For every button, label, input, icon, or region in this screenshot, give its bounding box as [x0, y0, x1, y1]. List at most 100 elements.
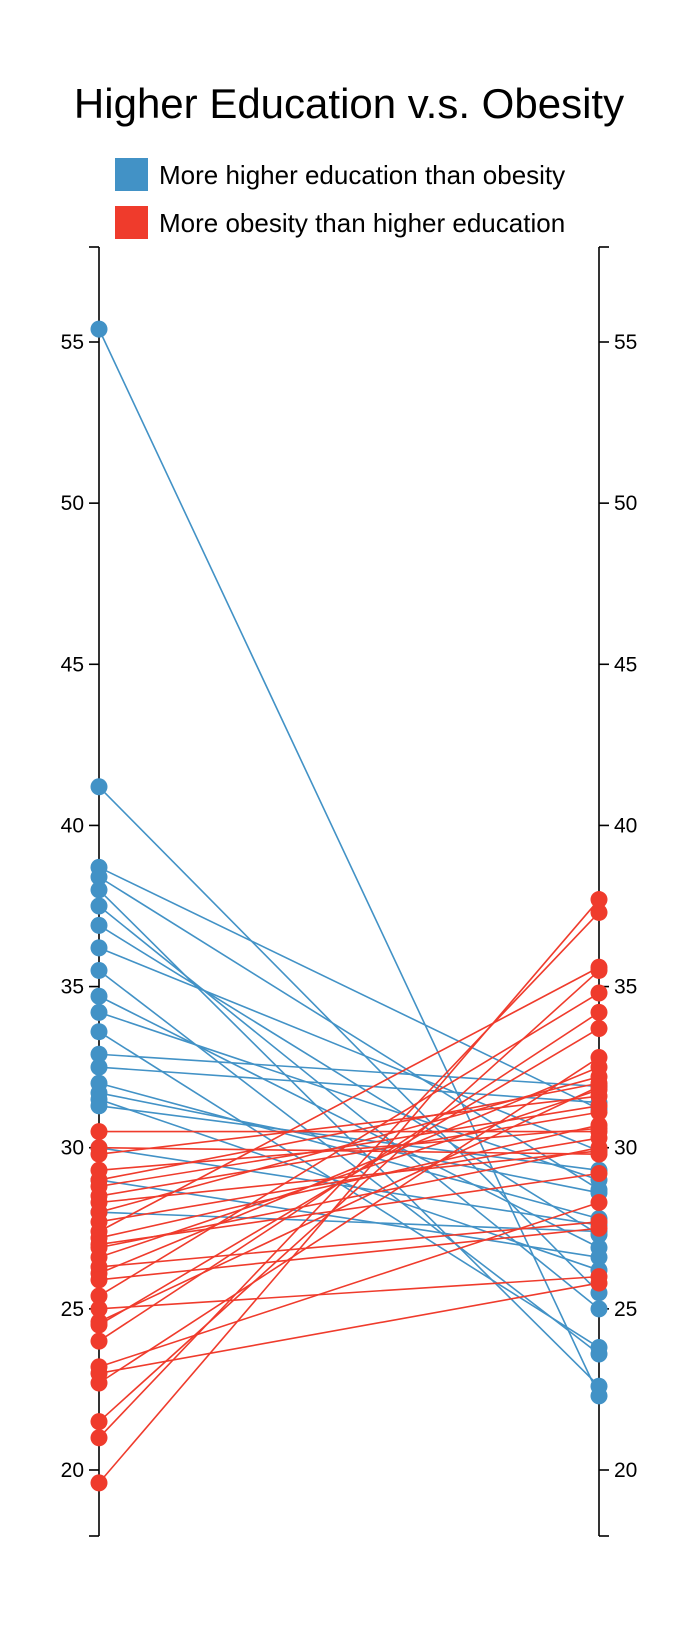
- slope-line-higher-education: [98, 947, 600, 1152]
- slope-line-obesity: [98, 1124, 600, 1239]
- slope-line-higher-education: [98, 328, 600, 1397]
- left-point-obesity: [90, 1474, 108, 1492]
- left-point-higher-education: [90, 939, 108, 957]
- slope-line-higher-education: [98, 1179, 600, 1259]
- legend-swatch-blue: [115, 158, 148, 191]
- right-point-obesity: [590, 903, 608, 921]
- right-point-obesity: [590, 1139, 608, 1157]
- slope-line-obesity: [98, 1282, 600, 1375]
- left-tick-label: 55: [61, 331, 84, 354]
- slope-line-obesity: [98, 966, 600, 1233]
- right-point-higher-education: [590, 1248, 608, 1266]
- left-tick-label: 35: [61, 976, 84, 999]
- right-point-obesity: [590, 1003, 608, 1021]
- right-point-higher-education: [590, 1339, 608, 1357]
- right-point-obesity: [590, 1219, 608, 1237]
- right-tick-label: 40: [614, 814, 637, 837]
- slope-line-obesity: [98, 899, 600, 1484]
- slope-points: [90, 320, 608, 1492]
- left-point-obesity: [90, 1413, 108, 1431]
- slope-line-obesity: [98, 1137, 600, 1223]
- left-point-higher-education: [90, 320, 108, 338]
- right-point-obesity: [590, 961, 608, 979]
- slope-line-higher-education: [98, 924, 600, 1236]
- legend-label-obesity: More obesity than higher education: [159, 208, 565, 238]
- right-point-obesity: [590, 1103, 608, 1121]
- left-tick-label: 40: [61, 814, 84, 837]
- right-tick-label: 35: [614, 976, 637, 999]
- left-point-higher-education: [90, 881, 108, 899]
- left-point-higher-education: [90, 778, 108, 796]
- right-point-higher-education: [590, 1300, 608, 1318]
- left-point-obesity: [90, 1374, 108, 1392]
- left-point-obesity: [90, 1145, 108, 1163]
- left-point-higher-education: [90, 916, 108, 934]
- right-point-obesity: [590, 891, 608, 909]
- right-point-obesity: [590, 1194, 608, 1212]
- right-tick-label: 25: [614, 1298, 637, 1321]
- left-point-obesity: [90, 1271, 108, 1289]
- slope-line-higher-education: [98, 1211, 600, 1233]
- slope-line-higher-education: [98, 1092, 600, 1194]
- slope-line-higher-education: [98, 1066, 600, 1104]
- slope-line-obesity: [98, 1146, 600, 1155]
- left-point-higher-education: [90, 1058, 108, 1076]
- left-point-obesity: [90, 1235, 108, 1253]
- right-tick-label: 20: [614, 1459, 637, 1482]
- left-point-obesity: [90, 1187, 108, 1205]
- left-tick-label: 45: [61, 653, 84, 676]
- slope-line-higher-education: [98, 995, 600, 1249]
- slope-line-higher-education: [98, 1053, 600, 1088]
- left-point-higher-education: [90, 897, 108, 915]
- left-tick-label: 30: [61, 1137, 84, 1160]
- slope-line-obesity: [98, 1227, 600, 1281]
- slope-line-obesity: [98, 1172, 600, 1246]
- slope-line-higher-education: [98, 866, 600, 1110]
- left-point-higher-education: [90, 1045, 108, 1063]
- legend-label-higher-education: More higher education than obesity: [159, 160, 565, 190]
- right-tick-label: 45: [614, 653, 637, 676]
- right-tick-label: 30: [614, 1137, 637, 1160]
- legend-swatch-red: [115, 206, 148, 239]
- left-point-higher-education: [90, 987, 108, 1005]
- slope-line-obesity: [98, 969, 600, 1423]
- slope-line-obesity: [98, 1088, 600, 1259]
- slope-line-obesity: [98, 1011, 600, 1342]
- slope-line-higher-education: [98, 1098, 600, 1271]
- left-point-higher-education: [90, 1023, 108, 1041]
- slope-line-obesity: [98, 1275, 600, 1310]
- legend-item-obesity: More obesity than higher education: [115, 206, 565, 239]
- left-point-obesity: [90, 1316, 108, 1334]
- slope-line-higher-education: [98, 1031, 600, 1349]
- left-tick-label: 50: [61, 492, 84, 515]
- slope-line-obesity: [98, 1105, 600, 1188]
- left-point-obesity: [90, 1123, 108, 1141]
- right-point-obesity: [590, 984, 608, 1002]
- slope-line-obesity: [98, 1056, 600, 1384]
- left-point-higher-education: [90, 1003, 108, 1021]
- slope-line-higher-education: [98, 1146, 600, 1226]
- slope-line-higher-education: [98, 876, 600, 1191]
- left-point-obesity: [90, 1300, 108, 1318]
- left-tick-label: 20: [61, 1459, 84, 1482]
- right-point-obesity: [590, 1077, 608, 1095]
- right-point-obesity: [590, 1019, 608, 1037]
- left-point-obesity: [90, 1287, 108, 1305]
- left-point-obesity: [90, 1429, 108, 1447]
- slope-lines: [98, 328, 600, 1484]
- legend-item-higher-education: More higher education than obesity: [115, 158, 565, 191]
- right-point-higher-education: [590, 1377, 608, 1395]
- left-tick-label: 25: [61, 1298, 84, 1321]
- left-point-higher-education: [90, 1097, 108, 1115]
- left-point-obesity: [90, 1332, 108, 1350]
- left-point-higher-education: [90, 961, 108, 979]
- legend: More higher education than obesity More …: [115, 158, 565, 239]
- right-tick-label: 55: [614, 331, 637, 354]
- right-point-obesity: [590, 1268, 608, 1286]
- slope-line-obesity: [98, 1066, 600, 1275]
- slope-line-obesity: [98, 992, 600, 1297]
- slope-line-obesity: [98, 1146, 600, 1249]
- slope-line-obesity: [98, 1095, 600, 1155]
- slope-line-obesity: [98, 1111, 600, 1197]
